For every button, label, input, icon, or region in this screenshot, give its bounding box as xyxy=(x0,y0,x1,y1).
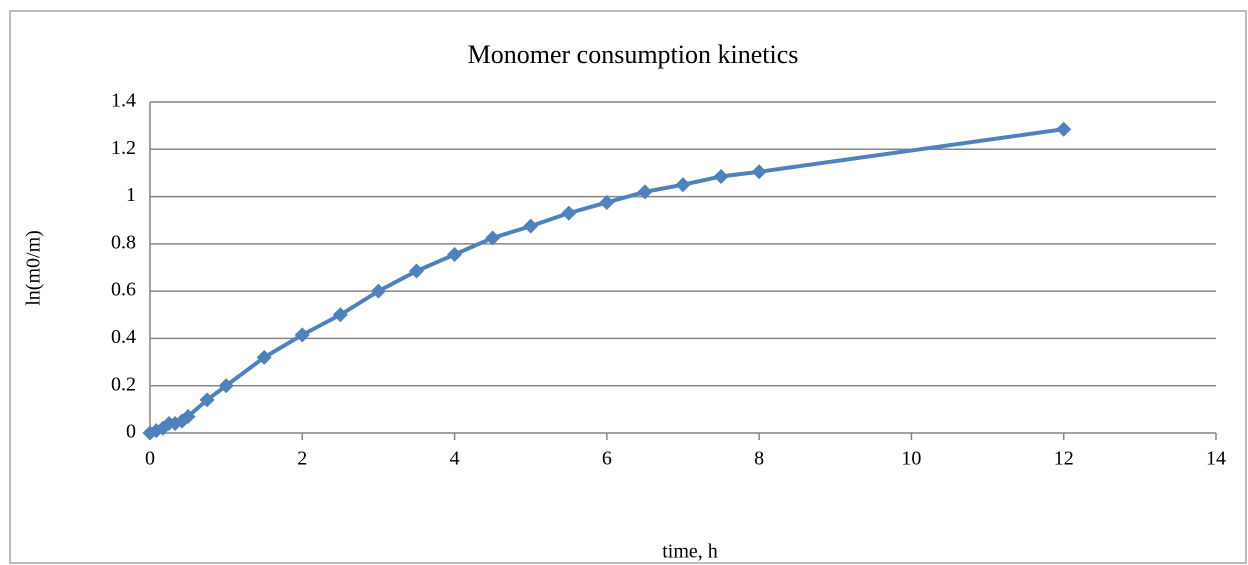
marker xyxy=(256,349,272,365)
y-axis-label: ln(m0/m) xyxy=(23,230,45,306)
marker xyxy=(180,408,196,424)
y-tick-label: 0 xyxy=(126,421,136,443)
x-tick-label: 6 xyxy=(602,448,612,470)
y-tick-label: 0.8 xyxy=(111,231,136,253)
x-tick-label: 2 xyxy=(297,448,307,470)
marker xyxy=(218,378,234,394)
y-tick-label: 0.6 xyxy=(111,279,136,301)
marker xyxy=(523,218,539,234)
chart-title: Monomer consumption kinetics xyxy=(468,40,799,69)
y-tick-label: 0.4 xyxy=(111,326,136,348)
marker xyxy=(409,263,424,279)
x-tick-label: 8 xyxy=(754,448,764,470)
x-tick-label: 10 xyxy=(901,448,921,470)
marker xyxy=(447,246,463,262)
x-tick-label: 4 xyxy=(450,448,460,470)
y-tick-label: 0.2 xyxy=(111,373,136,395)
marker xyxy=(332,307,348,323)
x-tick-label: 12 xyxy=(1054,448,1074,470)
marker xyxy=(294,327,310,343)
marker xyxy=(751,164,767,180)
y-tick-label: 1.4 xyxy=(111,90,136,112)
chart-border xyxy=(9,10,1247,564)
y-tick-label: 1 xyxy=(126,184,136,206)
marker xyxy=(637,184,653,200)
x-axis-label: time, h xyxy=(662,541,718,563)
x-tick-label: 14 xyxy=(1206,448,1226,470)
marker xyxy=(561,205,577,221)
marker xyxy=(675,177,691,193)
x-tick-label: 0 xyxy=(145,448,155,470)
marker xyxy=(713,168,729,184)
marker xyxy=(599,194,615,210)
marker xyxy=(485,230,501,246)
marker xyxy=(1056,121,1072,137)
y-tick-label: 1.2 xyxy=(111,137,136,159)
marker xyxy=(199,392,215,408)
marker xyxy=(370,283,386,299)
